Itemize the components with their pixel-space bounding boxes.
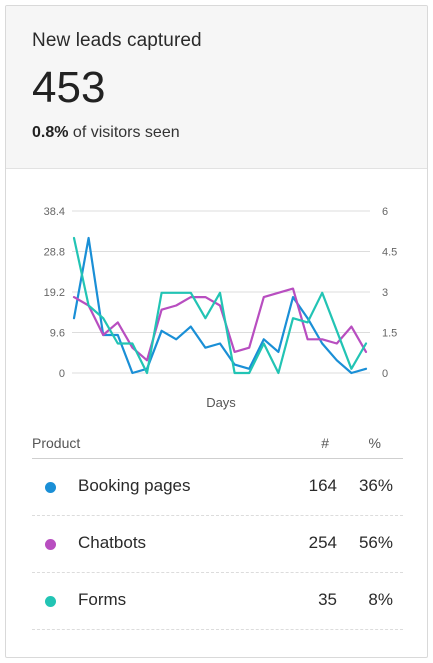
visitor-ratio-text: of visitors seen [68, 124, 180, 141]
y-left-tick: 0 [59, 368, 65, 380]
line-chart: 38.4 6 28.8 4.5 19.2 3 9.6 1.5 0 0 Days [6, 170, 427, 420]
table-header: Product # % [32, 428, 403, 459]
chart-svg: 38.4 6 28.8 4.5 19.2 3 9.6 1.5 0 0 Days [44, 206, 398, 410]
row-count: 35 [318, 590, 337, 609]
summary-panel: New leads captured 453 0.8% of visitors … [6, 6, 427, 169]
table-row: Forms 35 8% [32, 573, 403, 630]
row-count: 254 [308, 533, 337, 552]
y-left-tick: 28.8 [44, 247, 65, 259]
row-label: Booking pages [78, 476, 191, 495]
y-right-tick: 1.5 [382, 328, 397, 340]
y-left-tick: 9.6 [50, 328, 65, 340]
legend-dot-chatbots [45, 539, 56, 550]
legend-dot-forms [45, 596, 56, 607]
header-percent: % [368, 435, 381, 451]
table-row: Chatbots 254 56% [32, 516, 403, 573]
row-percent: 56% [358, 533, 393, 552]
visitor-ratio-percent: 0.8% [32, 124, 69, 141]
card-title: New leads captured [32, 30, 202, 51]
row-label: Chatbots [78, 533, 147, 552]
y-right-tick: 6 [382, 206, 388, 218]
y-right-tick: 3 [382, 287, 388, 299]
row-count: 164 [308, 476, 337, 495]
legend-dot-booking [45, 482, 56, 493]
y-right-tick: 4.5 [382, 247, 397, 259]
series-line-forms [72, 236, 368, 375]
row-percent: 36% [358, 476, 393, 495]
leads-count: 453 [32, 63, 106, 112]
y-left-tick: 38.4 [44, 206, 65, 218]
leads-card: New leads captured 453 0.8% of visitors … [5, 5, 428, 658]
header-count: # [321, 435, 329, 451]
y-left-tick: 19.2 [44, 287, 65, 299]
table-row: Booking pages 164 36% [32, 459, 403, 516]
x-axis-label: Days [206, 395, 236, 410]
series-line-chatbots [72, 287, 368, 362]
y-right-tick: 0 [382, 368, 388, 380]
row-percent: 8% [368, 590, 393, 609]
series-line-booking-pages [72, 236, 368, 375]
visitor-ratio: 0.8% of visitors seen [32, 123, 401, 143]
product-table: Product # % Booking pages 164 36% Chatbo… [32, 428, 403, 630]
header-product: Product [32, 435, 81, 451]
row-label: Forms [78, 590, 127, 609]
